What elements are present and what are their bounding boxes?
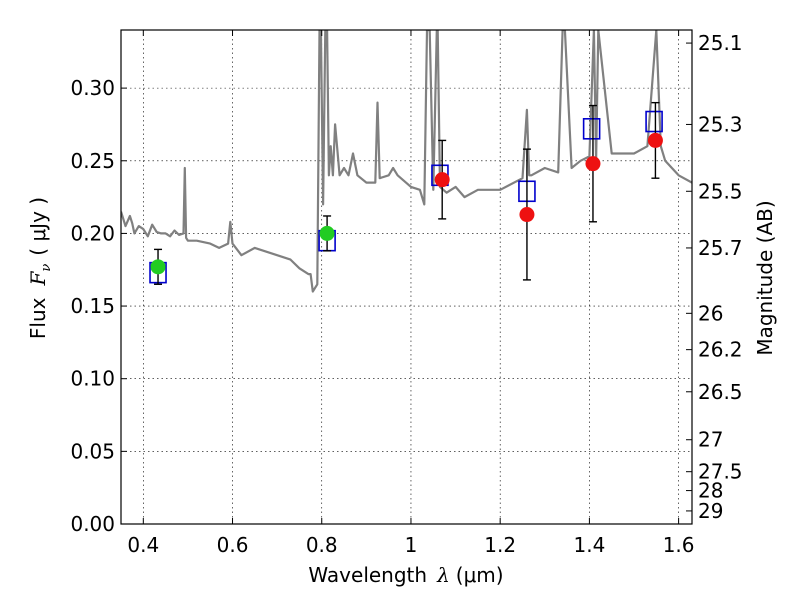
ticks: 0.4 0.6 0.8 1 1.2 1.4 1.6 0.00 0.05 0.10 0.15 0.20 0… bbox=[70, 30, 743, 557]
y2-tick-label: 26 bbox=[698, 301, 723, 325]
y2-tick-label: 26.2 bbox=[698, 338, 743, 362]
data-layer bbox=[121, 30, 692, 293]
y2-tick-label: 25.5 bbox=[698, 179, 743, 203]
plot-frame bbox=[120, 29, 693, 525]
y-tick-label: 0.25 bbox=[70, 149, 115, 173]
x-tick-label: 1 bbox=[405, 533, 418, 557]
y2-tick-label: 28 bbox=[698, 479, 723, 503]
x-tick-label: 1.2 bbox=[484, 533, 516, 557]
sed-model-line bbox=[121, 30, 692, 293]
model-photometry-square bbox=[645, 110, 663, 133]
y2-tick-label: 25.7 bbox=[698, 236, 743, 260]
x-tick-label: 0.8 bbox=[306, 533, 338, 557]
observed-point bbox=[585, 156, 601, 172]
y-tick-label: 0.10 bbox=[70, 367, 115, 391]
y2-tick-label: 29 bbox=[698, 499, 723, 523]
y2-tick-label: 27 bbox=[698, 428, 723, 452]
observed-point bbox=[519, 207, 535, 223]
x-tick-label: 0.6 bbox=[217, 533, 249, 557]
y-tick-label: 0.30 bbox=[70, 76, 115, 100]
x-tick-label: 1.4 bbox=[573, 533, 605, 557]
y-tick-label: 0.00 bbox=[70, 512, 115, 536]
y-tick-label: 0.15 bbox=[70, 294, 115, 318]
x-tick-label: 0.4 bbox=[127, 533, 159, 557]
y2-tick-label: 27.5 bbox=[698, 460, 743, 484]
y-tick-label: 0.20 bbox=[70, 221, 115, 245]
model-photometry-square bbox=[582, 118, 601, 140]
y-axis-label: FluxFν( μJy ) bbox=[26, 197, 54, 339]
y2-tick-label: 25.3 bbox=[698, 112, 743, 136]
x-tick-label: 1.6 bbox=[663, 533, 695, 557]
y2-tick-label: 25.1 bbox=[698, 31, 743, 55]
observed-point bbox=[434, 172, 450, 188]
y-tick-label: 0.05 bbox=[70, 439, 115, 463]
x-axis-label: Wavelength λ (μm) bbox=[308, 563, 503, 587]
observed-point bbox=[319, 225, 335, 241]
y2-axis-label: Magnitude (AB) bbox=[753, 200, 777, 355]
observed-point bbox=[150, 259, 166, 275]
y2-tick-label: 26.5 bbox=[698, 380, 743, 404]
observed-point bbox=[647, 132, 663, 148]
